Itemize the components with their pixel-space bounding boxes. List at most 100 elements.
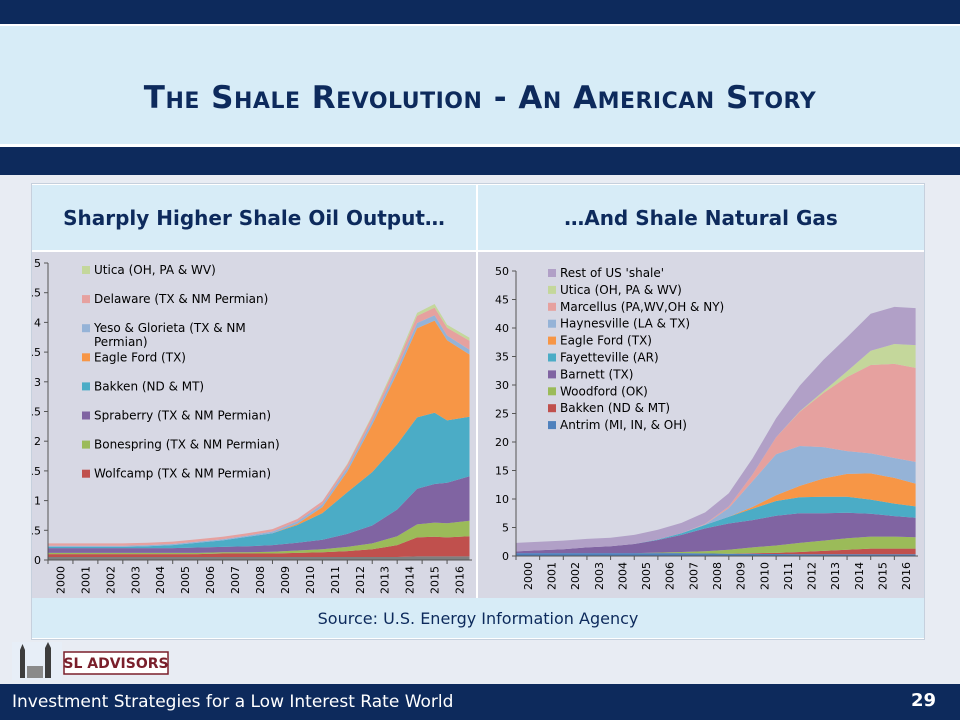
legend-label: Wolfcamp (TX & NM Permian) [94, 467, 271, 481]
area-series-5 [516, 473, 916, 552]
legend-label: Bakken (ND & MT) [94, 379, 204, 393]
y-tick-label: 5 [34, 257, 41, 270]
area-series-3 [48, 476, 470, 553]
x-tick-label: 2016 [454, 566, 467, 594]
y-tick-label: 35 [495, 351, 509, 364]
y-tick-label: 2 [34, 435, 41, 448]
area-series-1 [516, 548, 916, 555]
legend-swatch [548, 404, 556, 413]
legend-swatch [548, 285, 556, 294]
y-tick-label: 4 [34, 316, 41, 329]
x-tick-label: 2000 [54, 566, 67, 594]
gas-output-chart: 0 5 10 15 20 25 30 35 40 45 50 2000 2001 2002 2003 2004… [495, 265, 918, 590]
legend-label: Yeso & Glorieta (TX & NM Permian) [93, 321, 246, 349]
x-tick-label: 2004 [154, 566, 167, 594]
legend-swatch [82, 324, 90, 333]
legend-label: Antrim (MI, IN, & OH) [560, 418, 687, 432]
x-tick-label: 2011 [782, 562, 795, 590]
legend-label: Delaware (TX & NM Permian) [94, 292, 268, 306]
y-tick-label: 1 [34, 495, 41, 508]
area-series-7 [516, 363, 916, 552]
y-tick-label: 40 [495, 322, 509, 335]
legend-label: Bonespring (TX & NM Permian) [94, 438, 280, 452]
x-tick-label: 2002 [104, 566, 117, 594]
legend-label: Utica (OH, PA & WV) [560, 283, 682, 297]
oil-output-chart: 0 0.5 1 1.5 2 2.5 3 3.5 4 4.5 5 2000 2001 2002 2003 200… [32, 257, 472, 594]
area-series-2 [48, 520, 470, 555]
y-tick-label: 50 [495, 265, 509, 278]
area-series-2 [516, 536, 916, 554]
legend-label: Bakken (ND & MT) [560, 401, 670, 415]
x-tick-label: 2009 [279, 566, 292, 594]
y-tick-label: 4.5 [32, 287, 41, 300]
x-tick-label: 2013 [379, 566, 392, 594]
x-tick-label: 2001 [79, 566, 92, 594]
x-tick-label: 2010 [758, 562, 771, 590]
y-tick-label: 10 [495, 493, 509, 506]
title-band [0, 26, 960, 144]
x-tick-label: 2007 [687, 562, 700, 590]
page-number: 29 [910, 690, 936, 711]
gas-chart-title: …And Shale Natural Gas [478, 185, 924, 250]
footer-bar: Investment Strategies for a Low Interest… [0, 684, 960, 720]
oil-chart-title: Sharply Higher Shale Oil Output… [32, 185, 476, 250]
x-tick-label: 2012 [806, 562, 819, 590]
legend-swatch [548, 319, 556, 328]
x-tick-label: 2015 [877, 562, 890, 590]
slide-title: The Shale Revolution - An American Story [143, 80, 817, 116]
area-series-1 [48, 536, 470, 557]
legend-label: Eagle Ford (TX) [560, 334, 652, 348]
legend-swatch [548, 269, 556, 277]
x-tick-label: 2001 [545, 562, 558, 590]
x-tick-label: 2003 [129, 566, 142, 594]
logo-text: SL ADVISORS [63, 656, 168, 672]
x-tick-label: 2007 [229, 566, 242, 594]
top-bar [0, 0, 960, 24]
area-series-0 [516, 553, 916, 556]
x-tick-label: 2011 [329, 566, 342, 594]
legend-swatch [82, 353, 90, 362]
y-tick-label: 2.5 [32, 406, 41, 419]
y-tick-label: 0 [502, 550, 509, 563]
x-tick-label: 2014 [404, 566, 417, 594]
x-tick-label: 2004 [616, 562, 629, 590]
y-tick-label: 1.5 [32, 465, 41, 478]
x-tick-label: 2010 [304, 566, 317, 594]
legend-label: Eagle Ford (TX) [94, 350, 186, 364]
legend-label: Woodford (OK) [560, 384, 648, 398]
x-tick-label: 2013 [829, 562, 842, 590]
legend-swatch [82, 266, 90, 274]
source-note: Source: U.S. Energy Information Agency [32, 598, 924, 638]
x-tick-label: 2005 [640, 562, 653, 590]
footer-tagline: Investment Strategies for a Low Interest… [12, 692, 454, 712]
y-tick-label: 5 [502, 522, 509, 535]
y-tick-label: 15 [495, 465, 509, 478]
x-tick-label: 2012 [354, 566, 367, 594]
x-tick-label: 2006 [664, 562, 677, 590]
x-tick-label: 2009 [735, 562, 748, 590]
y-tick-label: 3 [34, 376, 41, 389]
area-series-0 [48, 556, 470, 560]
area-series-4 [516, 496, 916, 552]
x-tick-label: 2014 [853, 562, 866, 590]
legend-swatch [548, 421, 556, 430]
x-tick-label: 2015 [429, 566, 442, 594]
y-tick-label: 20 [495, 436, 509, 449]
legend-label: Utica (OH, PA & WV) [94, 263, 216, 277]
legend-swatch [548, 387, 556, 396]
area-series-4 [48, 412, 470, 549]
x-tick-label: 2000 [522, 562, 535, 590]
x-tick-label: 2008 [711, 562, 724, 590]
area-series-8 [516, 344, 916, 552]
y-tick-label: 45 [495, 294, 509, 307]
legend-swatch [82, 382, 90, 391]
legend-swatch [82, 469, 90, 478]
divider-bar [0, 147, 960, 175]
x-tick-label: 2002 [569, 562, 582, 590]
x-tick-label: 2016 [900, 562, 913, 590]
x-tick-label: 2003 [593, 562, 606, 590]
area-series-9 [516, 306, 916, 552]
legend-label: Spraberry (TX & NM Permian) [94, 409, 271, 423]
y-tick-label: 3.5 [32, 346, 41, 359]
legend-swatch [548, 302, 556, 311]
